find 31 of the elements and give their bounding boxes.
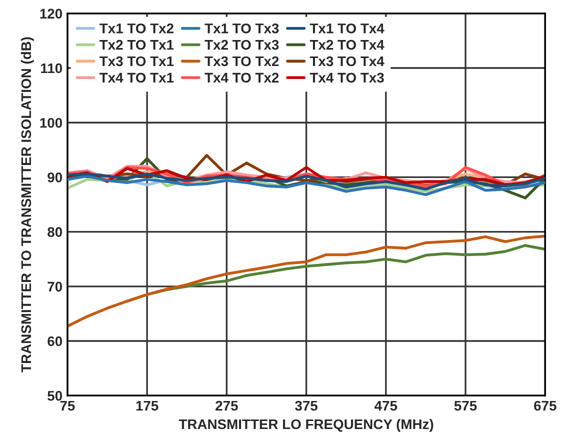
- x-tick-label: 575: [454, 400, 477, 411]
- y-tick-label: 110: [41, 63, 62, 74]
- y-tick-label: 100: [40, 118, 62, 128]
- legend-label: Tx4 TO Tx1: [100, 72, 174, 83]
- y-tick-label: 50: [48, 390, 62, 401]
- x-tick-label: 275: [216, 400, 238, 411]
- legend-label: Tx3 TO Tx4: [310, 56, 384, 66]
- x-tick-label: 675: [534, 400, 556, 411]
- y-tick-label: 80: [48, 227, 62, 237]
- y-tick-label: 90: [48, 172, 62, 182]
- x-axis-title: TRANSMITTER LO FREQUENCY (MHz): [178, 418, 434, 432]
- legend-label: Tx4 TO Tx2: [204, 72, 279, 83]
- legend-label: Tx1 TO Tx3: [204, 24, 279, 34]
- legend-label: Tx3 TO Tx1: [100, 56, 174, 66]
- y-tick-label: 120: [40, 8, 62, 19]
- legend-label: Tx3 TO Tx2: [204, 56, 279, 66]
- x-tick-label: 75: [60, 400, 75, 411]
- legend-label: Tx1 TO Tx4: [310, 24, 384, 34]
- legend-label: Tx4 TO Tx3: [310, 72, 384, 83]
- y-tick-label: 60: [48, 336, 62, 346]
- x-tick-label: 175: [136, 400, 158, 411]
- y-tick-label: 70: [48, 282, 62, 292]
- y-axis-title: TRANSMITTER TO TRANSMITTER ISOLATION (dB): [20, 37, 34, 372]
- legend-label: Tx2 TO Tx4: [310, 40, 384, 50]
- legend-label: Tx2 TO Tx1: [100, 40, 174, 50]
- legend-label: Tx1 TO Tx2: [100, 24, 174, 34]
- legend-label: Tx2 TO Tx3: [204, 40, 279, 50]
- line-series: [67, 234, 546, 328]
- x-tick-label: 475: [374, 400, 398, 411]
- line-series: [67, 174, 546, 196]
- x-tick-label: 375: [295, 400, 318, 411]
